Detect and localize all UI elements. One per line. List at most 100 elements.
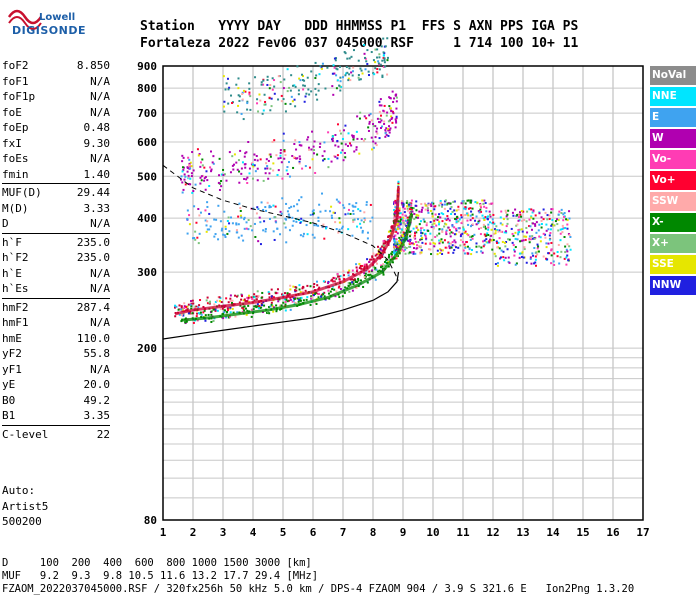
spread-echo-point [481,251,484,254]
echo-point [250,308,253,311]
spread-echo-point [529,256,532,259]
echo-point [366,237,369,240]
echo-point [252,165,255,168]
spread-echo-point [395,230,398,233]
echo-point [336,140,339,143]
spread-echo-point [415,231,418,234]
echo-point [339,76,342,79]
param-name: fxI [2,136,22,150]
echo-point [253,299,256,302]
echo-point [266,83,269,86]
spread-echo-point [413,247,416,250]
spread-echo-point [431,212,434,215]
echo-point [319,210,322,213]
param-value: N/A [90,74,110,88]
echo-point [365,117,368,120]
echo-point [367,129,370,132]
echo-point [347,282,350,285]
echo-point [256,98,259,101]
spread-echo-point [538,212,541,215]
spread-echo-point [453,233,456,236]
echo-point [291,216,294,219]
echo-point [229,171,232,174]
echo-point [190,172,193,175]
echo-point [378,269,381,272]
echo-point [178,304,181,307]
echo-point [349,212,352,215]
echo-point [206,302,209,305]
spread-echo-point [467,207,470,210]
param-name: h`F [2,235,22,249]
echo-point [203,177,206,180]
spread-echo-point [450,231,453,234]
spread-echo-point [430,238,433,241]
spread-echo-point [408,251,411,254]
echo-point [260,201,263,204]
echo-point [347,284,350,287]
echo-point [279,233,282,236]
echo-point [312,152,315,155]
echo-point [195,221,198,224]
spread-echo-point [481,199,484,202]
echo-point [264,206,267,209]
echo-point [310,90,313,93]
echo-point [271,140,274,143]
echo-point [388,131,391,134]
spread-echo-point [485,234,488,237]
spread-echo-point [410,199,413,202]
echo-point [351,70,354,73]
echo-point [285,169,288,172]
param-value: N/A [90,316,110,329]
spread-echo-point [547,242,550,245]
spread-echo-point [516,223,519,226]
header-labels: Station YYYY DAY DDD HHMMSS P1 FFS S AXN… [140,19,579,34]
spread-echo-point [424,242,427,245]
echo-point [344,52,347,55]
echo-point [269,84,272,87]
echo-point [285,241,288,244]
spread-echo-point [457,246,460,249]
echo-point [266,78,269,81]
echo-point [189,303,192,306]
echo-point [350,144,353,147]
echo-point [369,273,372,276]
echo-point [242,239,245,242]
spread-echo-point [402,202,405,205]
spread-echo-point [408,235,411,238]
param-name: yE [2,378,16,391]
echo-point [383,57,386,60]
echo-point [367,126,370,129]
echo-point [180,178,183,181]
spread-echo-point [533,237,536,240]
echo-point [243,163,246,166]
spread-echo-point [534,264,537,267]
true-height-profile-solid [162,271,400,340]
spread-echo-point [458,231,461,234]
spread-echo-point [505,215,508,218]
echo-point [260,296,263,299]
echo-point [272,162,275,165]
echo-point [231,101,234,104]
echo-point [346,57,349,60]
spread-echo-point [530,208,533,211]
spread-echo-point [491,202,494,205]
spread-echo-point [505,211,508,214]
spread-echo-point [534,223,537,226]
spread-echo-point [514,263,517,266]
echo-point [376,117,379,120]
echo-point [178,313,181,316]
echo-point [327,282,330,285]
spread-echo-point [504,245,507,248]
echo-point [317,224,320,227]
spread-echo-point [440,205,443,208]
spread-echo-point [549,231,552,234]
echo-point [196,148,199,151]
echo-point [267,291,270,294]
echo-point [199,161,202,164]
echo-point [232,311,235,314]
echo-point [195,305,198,308]
echo-point [177,308,180,311]
echo-point [397,182,400,185]
spread-echo-point [417,245,420,248]
y-tick-label: 500 [137,170,157,183]
